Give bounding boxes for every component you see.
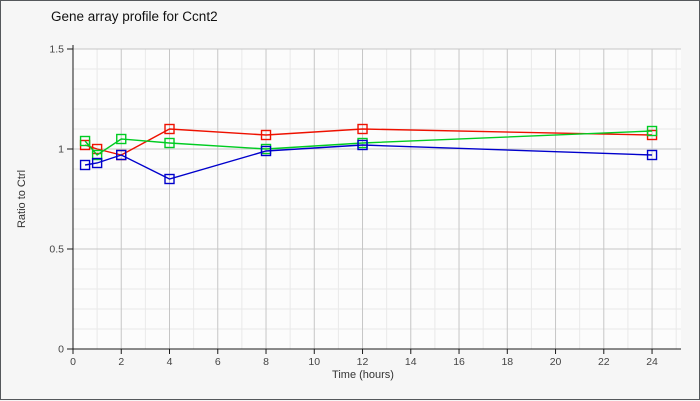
series-blue-line — [84, 144, 653, 180]
series-blue-marker — [646, 149, 658, 161]
series-red-marker — [357, 123, 368, 135]
plot-area — [73, 49, 681, 349]
x-tick-label: 24 — [646, 356, 658, 368]
x-tick-label: 16 — [453, 356, 465, 368]
series-green-line — [84, 130, 653, 156]
y-tick-label: 0 — [58, 344, 64, 356]
x-tick-label: 0 — [70, 356, 76, 368]
series-blue-marker — [357, 139, 368, 151]
series-green-marker — [164, 137, 175, 149]
x-tick-label: 8 — [263, 356, 269, 368]
series-red-marker — [260, 129, 272, 141]
series-green-marker — [116, 133, 127, 145]
x-tick-label: 14 — [405, 356, 417, 368]
series-red-marker — [164, 123, 175, 135]
series-blue-marker — [79, 159, 91, 171]
x-tick-label: 10 — [308, 356, 320, 368]
x-tick-label: 4 — [167, 356, 173, 368]
y-tick-label: 1.5 — [49, 44, 64, 56]
series-blue-marker — [260, 145, 272, 157]
chart-title: Gene array profile for Ccnt2 — [51, 9, 218, 24]
series-green-marker — [79, 135, 91, 147]
x-tick-label: 12 — [357, 356, 369, 368]
series-blue-marker — [116, 149, 127, 161]
series-green-marker — [646, 125, 658, 137]
series-blue-marker — [164, 173, 175, 185]
x-tick-label: 2 — [118, 356, 124, 368]
x-axis-label: Time (hours) — [332, 369, 394, 381]
x-tick-label: 6 — [215, 356, 221, 368]
x-tick-label: 18 — [501, 356, 513, 368]
series-blue-marker — [91, 157, 103, 169]
y-tick-label: 1 — [58, 144, 64, 156]
y-axis-label: Ratio to Ctrl — [16, 169, 28, 229]
series-green-marker — [91, 149, 103, 161]
y-tick-label: 0.5 — [49, 244, 64, 256]
x-tick-label: 20 — [550, 356, 562, 368]
series-red-line — [84, 128, 653, 156]
x-tick-label: 22 — [598, 356, 610, 368]
